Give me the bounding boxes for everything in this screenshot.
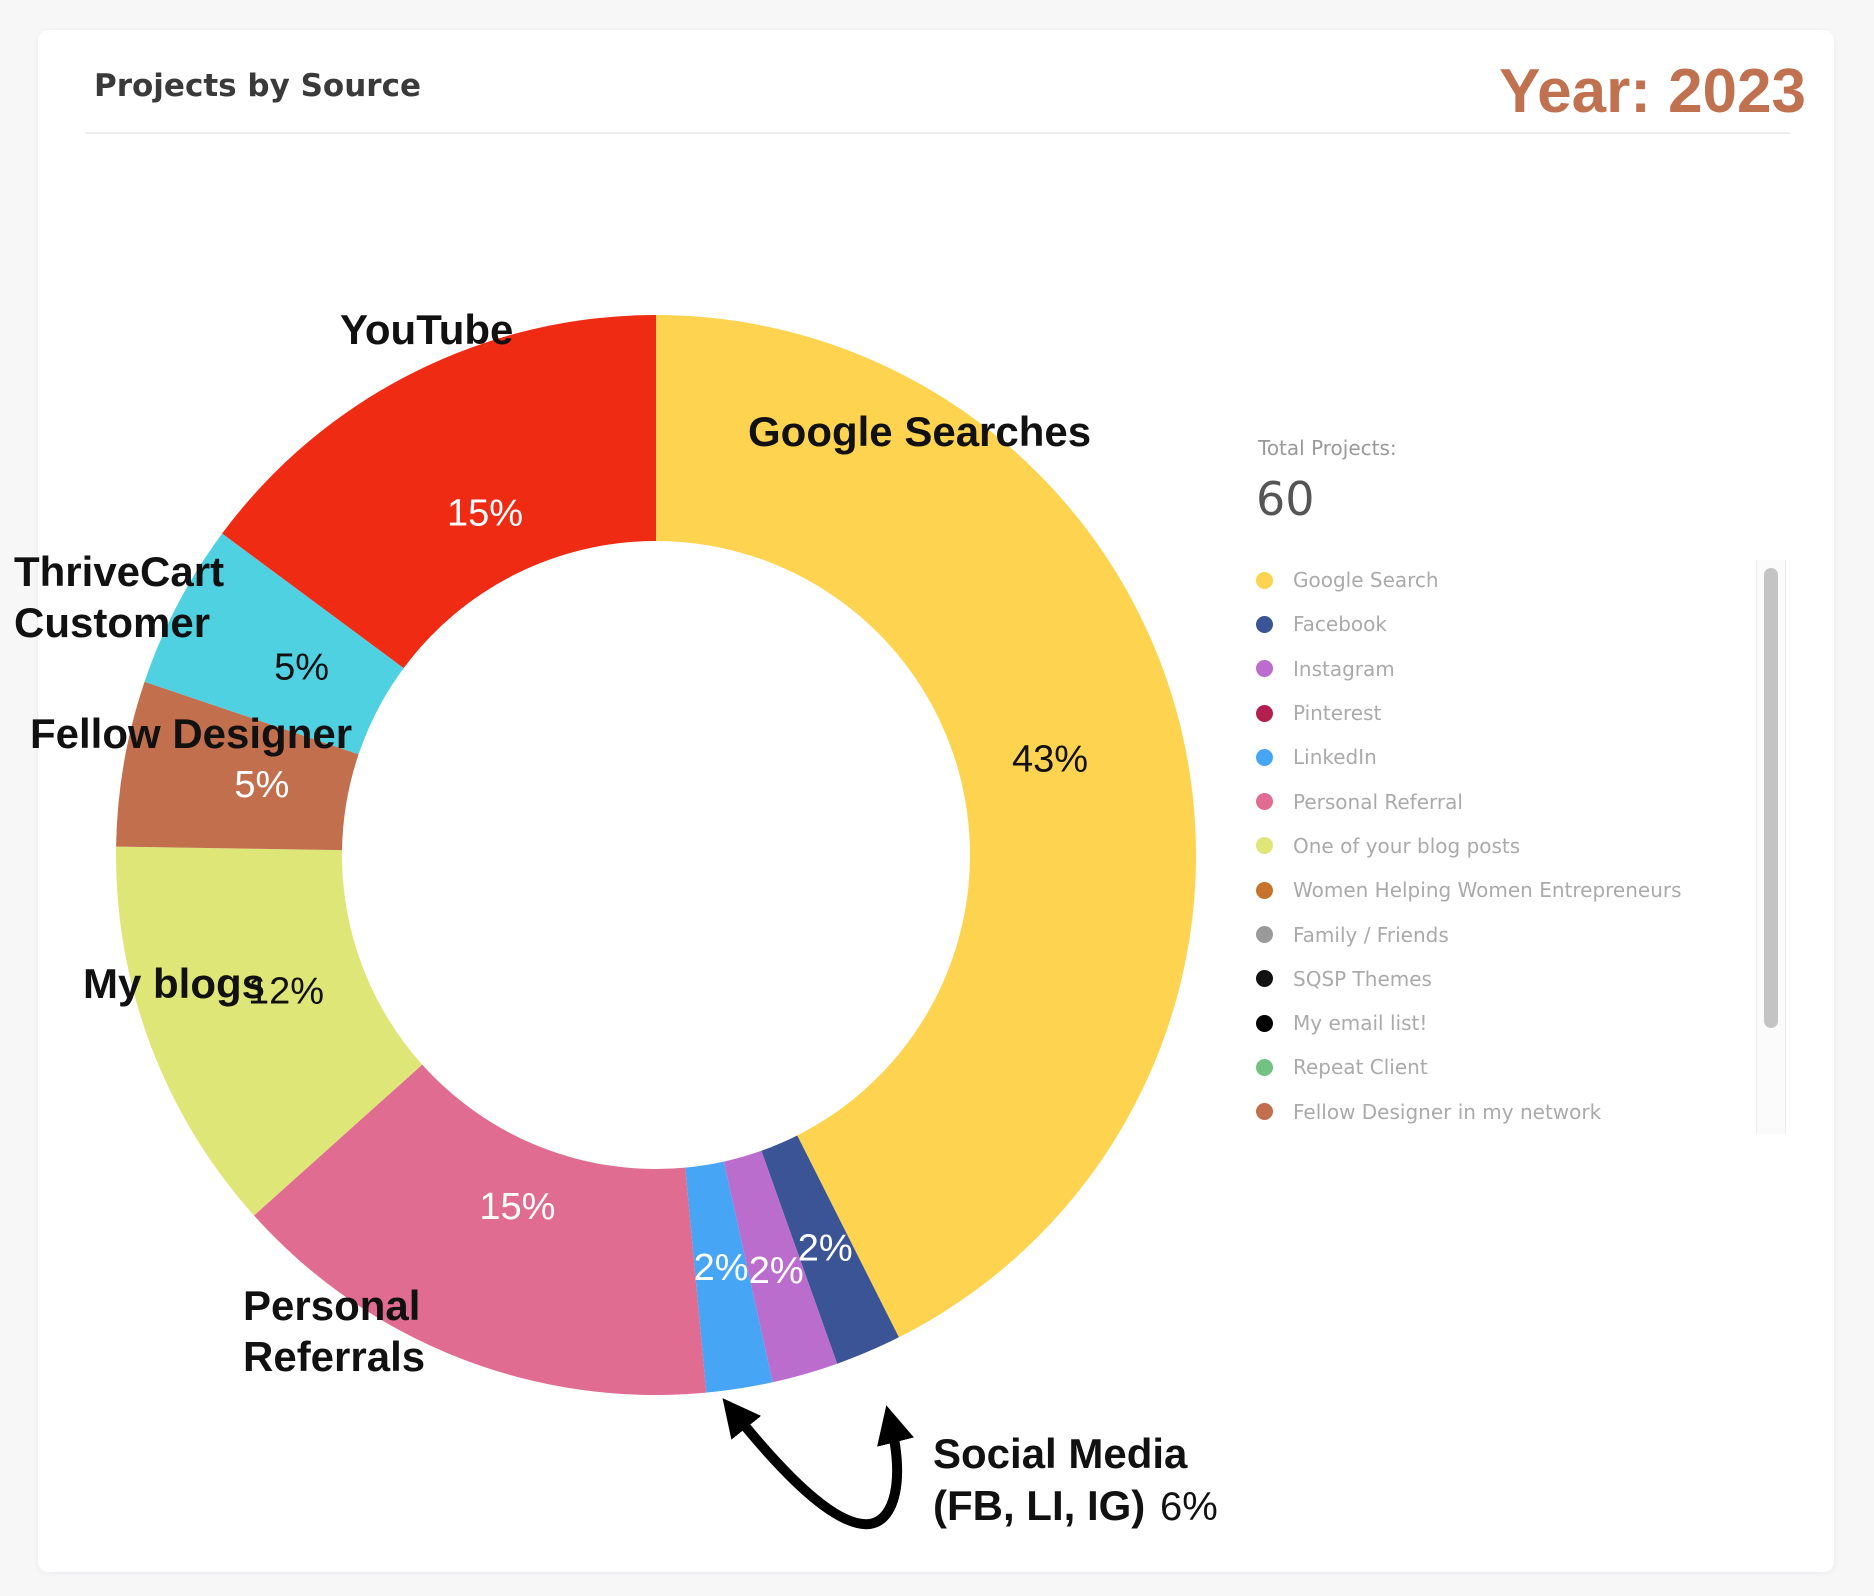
- legend-swatch: [1256, 881, 1273, 899]
- legend-swatch: [1256, 1014, 1273, 1032]
- legend-swatch: [1256, 926, 1273, 944]
- annotation-label: Social Media (FB, LI, IG): [933, 1430, 1188, 1529]
- legend-swatch: [1256, 704, 1273, 722]
- legend-item[interactable]: My email list!: [1256, 1001, 1756, 1045]
- legend-swatch: [1256, 970, 1273, 988]
- legend-item[interactable]: SQSP Themes: [1256, 957, 1756, 1001]
- legend-swatch: [1256, 748, 1273, 766]
- slice-value-label: 5%: [274, 647, 329, 689]
- legend-swatch: [1256, 571, 1273, 589]
- legend-item[interactable]: Facebook: [1256, 602, 1756, 646]
- legend-item[interactable]: LinkedIn: [1256, 735, 1756, 779]
- legend-scrollbar[interactable]: [1756, 560, 1786, 1134]
- legend-item[interactable]: Women Helping Women Entrepreneurs: [1256, 868, 1756, 912]
- legend-label: My email list!: [1293, 1011, 1428, 1036]
- header-divider: [86, 132, 1790, 134]
- donut-slice[interactable]: [144, 533, 404, 755]
- legend-swatch: [1256, 615, 1273, 633]
- legend-label: Personal Referral: [1293, 789, 1463, 814]
- donut-slice[interactable]: [685, 1161, 773, 1393]
- legend-label: Pinterest: [1293, 701, 1382, 726]
- slice-value-label: 12%: [248, 970, 324, 1012]
- annotation-arrow: [722, 1398, 914, 1530]
- slice-name-label: ThriveCart Customer: [14, 548, 224, 646]
- legend-swatch: [1256, 837, 1273, 855]
- legend-item[interactable]: Repeat Client: [1256, 1045, 1756, 1089]
- slice-name-label: My blogs: [83, 960, 265, 1007]
- donut-slice[interactable]: [656, 315, 1196, 1338]
- legend-scroll-thumb[interactable]: [1764, 568, 1778, 1028]
- donut-slice[interactable]: [116, 681, 359, 851]
- legend-item[interactable]: Family / Friends: [1256, 912, 1756, 956]
- card-title: Projects by Source: [94, 68, 421, 104]
- legend-swatch: [1256, 793, 1273, 811]
- donut-slice[interactable]: [115, 846, 423, 1216]
- slice-name-label: YouTube: [340, 306, 513, 353]
- legend-label: Facebook: [1293, 612, 1387, 637]
- legend-swatch: [1256, 1103, 1273, 1121]
- legend-swatch: [1256, 660, 1273, 678]
- legend-item[interactable]: Instagram: [1256, 647, 1756, 691]
- slice-value-label: 2%: [694, 1247, 749, 1289]
- slice-name-label: Personal Referrals: [243, 1282, 425, 1380]
- slice-value-label: 2%: [749, 1250, 804, 1292]
- legend-label: Fellow Designer in my network: [1293, 1099, 1602, 1124]
- legend-item[interactable]: Google Search: [1256, 558, 1756, 602]
- legend-list: Google Search Facebook Instagram Pinterest L…: [1256, 558, 1756, 1134]
- legend-label: SQSP Themes: [1293, 966, 1432, 991]
- total-projects-label: Total Projects:: [1258, 436, 1397, 460]
- slice-value-label: 15%: [479, 1186, 555, 1228]
- donut-slice[interactable]: [222, 315, 657, 669]
- year-label: Year: 2023: [1499, 57, 1806, 126]
- donut-slice[interactable]: [253, 1064, 707, 1395]
- slice-value-label: 15%: [447, 493, 523, 535]
- slice-value-label: 43%: [1012, 738, 1088, 780]
- legend-item[interactable]: Pinterest: [1256, 691, 1756, 735]
- legend-item[interactable]: One of your blog posts: [1256, 824, 1756, 868]
- legend-label: LinkedIn: [1293, 745, 1377, 770]
- legend-label: One of your blog posts: [1293, 833, 1521, 858]
- legend-swatch: [1256, 1058, 1273, 1076]
- donut-slice[interactable]: [723, 1150, 838, 1383]
- legend-label: Repeat Client: [1293, 1055, 1428, 1080]
- legend-item[interactable]: Personal Referral: [1256, 779, 1756, 823]
- slice-value-label: 5%: [234, 764, 289, 806]
- slice-name-label: Google Searches: [748, 408, 1091, 455]
- legend-label: Women Helping Women Entrepreneurs: [1293, 878, 1682, 903]
- legend-item[interactable]: Fellow Designer in my network: [1256, 1090, 1756, 1134]
- slice-name-label: Fellow Designer: [30, 710, 352, 757]
- total-projects-value: 60: [1256, 472, 1315, 526]
- annotation-value: 6%: [1160, 1485, 1218, 1529]
- donut-slice[interactable]: [761, 1135, 899, 1364]
- legend-label: Instagram: [1293, 656, 1395, 681]
- legend-label: Google Search: [1293, 568, 1439, 593]
- legend-label: Family / Friends: [1293, 922, 1449, 947]
- slice-value-label: 2%: [798, 1227, 853, 1269]
